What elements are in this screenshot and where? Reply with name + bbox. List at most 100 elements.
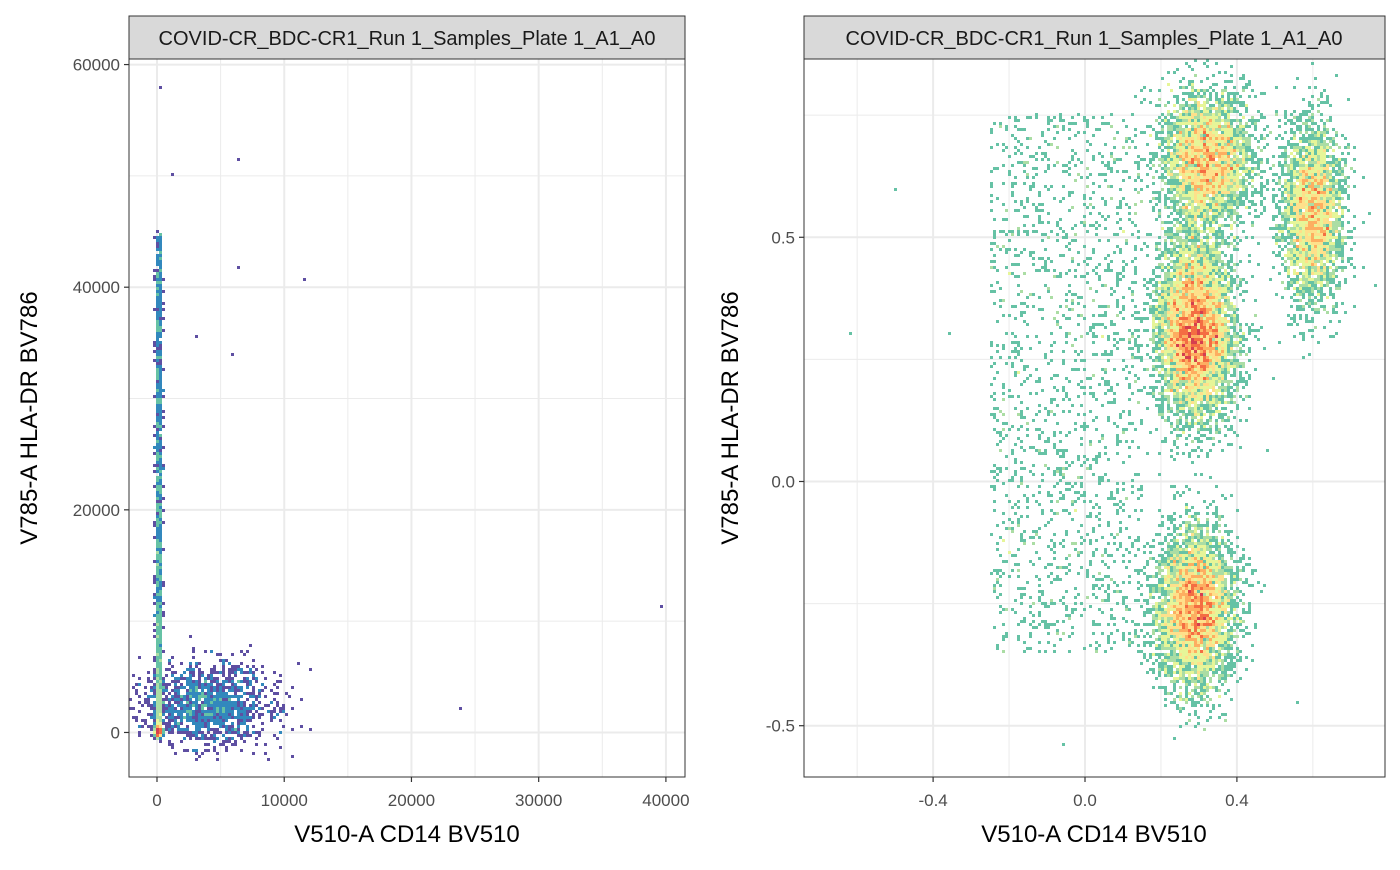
right-density-bin xyxy=(1179,560,1182,563)
right-density-bin xyxy=(1176,230,1179,233)
right-density-bin xyxy=(1200,182,1203,185)
right-density-bin xyxy=(1242,278,1245,281)
right-density-bin xyxy=(1206,689,1209,692)
right-density-bin xyxy=(1167,251,1170,254)
right-density-bin xyxy=(1188,572,1191,575)
right-density-bin xyxy=(1191,614,1194,617)
right-density-bin xyxy=(1206,548,1209,551)
left-density-bin xyxy=(204,650,207,653)
left-density-bin xyxy=(159,572,162,575)
right-density-bin xyxy=(1140,605,1143,608)
right-density-bin xyxy=(1206,344,1209,347)
right-density-bin xyxy=(1227,638,1230,641)
left-density-bin xyxy=(252,701,255,704)
right-density-bin xyxy=(1176,323,1179,326)
right-density-bin xyxy=(1143,635,1146,638)
right-density-bin xyxy=(1221,617,1224,620)
right-density-bin xyxy=(1197,308,1200,311)
left-density-bin xyxy=(246,650,249,653)
right-density-bin xyxy=(1167,272,1170,275)
right-density-bin xyxy=(1233,602,1236,605)
right-density-bin xyxy=(1149,311,1152,314)
left-density-bin xyxy=(195,695,198,698)
right-density-bin xyxy=(1224,572,1227,575)
right-density-bin xyxy=(1188,233,1191,236)
right-density-bin xyxy=(1233,620,1236,623)
right-density-bin xyxy=(1194,665,1197,668)
right-density-bin xyxy=(1191,260,1194,263)
right-density-bin xyxy=(1224,176,1227,179)
left-density-bin xyxy=(156,554,159,557)
right-density-bin xyxy=(1221,173,1224,176)
right-density-bin xyxy=(1224,497,1227,500)
left-density-bin xyxy=(216,701,219,704)
right-density-bin xyxy=(1236,131,1239,134)
right-density-bin xyxy=(1215,539,1218,542)
right-density-bin xyxy=(1203,326,1206,329)
right-density-bin xyxy=(1209,602,1212,605)
right-density-bin xyxy=(1209,437,1212,440)
right-density-bin xyxy=(1200,644,1203,647)
left-density-bin xyxy=(216,689,219,692)
left-density-bin xyxy=(192,719,195,722)
right-density-bin xyxy=(1197,263,1200,266)
right-density-bin xyxy=(1218,311,1221,314)
left-density-bin xyxy=(285,692,288,695)
left-density-bin xyxy=(153,536,156,539)
right-density-bin xyxy=(1209,383,1212,386)
left-density-bin xyxy=(273,692,276,695)
right-density-bin xyxy=(1170,368,1173,371)
right-density-bin xyxy=(1206,161,1209,164)
right-density-bin xyxy=(1224,311,1227,314)
right-density-bin xyxy=(1182,368,1185,371)
right-density-bin xyxy=(1164,353,1167,356)
right-density-bin xyxy=(1191,140,1194,143)
right-density-bin xyxy=(1167,671,1170,674)
right-density-bin xyxy=(1146,344,1149,347)
right-density-bin xyxy=(1194,557,1197,560)
left-density-bin xyxy=(159,596,162,599)
right-density-bin xyxy=(1179,563,1182,566)
left-density-bin xyxy=(159,446,162,449)
right-density-bin xyxy=(1161,407,1164,410)
right-density-bin xyxy=(1227,350,1230,353)
right-density-bin xyxy=(1197,611,1200,614)
left-density-bin xyxy=(213,716,216,719)
right-density-bin xyxy=(1215,596,1218,599)
right-density-bin xyxy=(1188,131,1191,134)
right-density-bin xyxy=(1200,617,1203,620)
right-density-bin xyxy=(1233,173,1236,176)
left-density-bin xyxy=(153,623,156,626)
right-density-bin xyxy=(1155,611,1158,614)
right-density-bin xyxy=(1185,128,1188,131)
right-density-bin xyxy=(1188,377,1191,380)
right-density-bin xyxy=(1185,266,1188,269)
right-density-bin xyxy=(1158,314,1161,317)
right-density-bin xyxy=(1182,647,1185,650)
right-density-bin xyxy=(1182,239,1185,242)
right-density-bin xyxy=(1206,512,1209,515)
right-density-bin xyxy=(1206,452,1209,455)
right-density-bin xyxy=(1149,551,1152,554)
left-density-bin xyxy=(207,704,210,707)
right-density-bin xyxy=(1197,605,1200,608)
right-density-bin xyxy=(1224,644,1227,647)
right-density-bin xyxy=(1158,668,1161,671)
right-density-bin xyxy=(1254,191,1257,194)
right-density-bin xyxy=(1173,560,1176,563)
right-density-bin xyxy=(1191,206,1194,209)
right-density-bin xyxy=(1182,602,1185,605)
right-density-bin xyxy=(1188,584,1191,587)
left-density-bin xyxy=(210,704,213,707)
right-density-bin xyxy=(1221,317,1224,320)
right-density-bin xyxy=(1191,371,1194,374)
right-density-bin xyxy=(1194,119,1197,122)
right-density-bin xyxy=(1155,266,1158,269)
right-density-bin xyxy=(1260,326,1263,329)
right-density-bin xyxy=(1152,299,1155,302)
right-density-bin xyxy=(1149,596,1152,599)
right-density-bin xyxy=(1194,368,1197,371)
right-density-bin xyxy=(1164,563,1167,566)
right-density-bin xyxy=(1164,257,1167,260)
left-density-bin xyxy=(195,749,198,752)
